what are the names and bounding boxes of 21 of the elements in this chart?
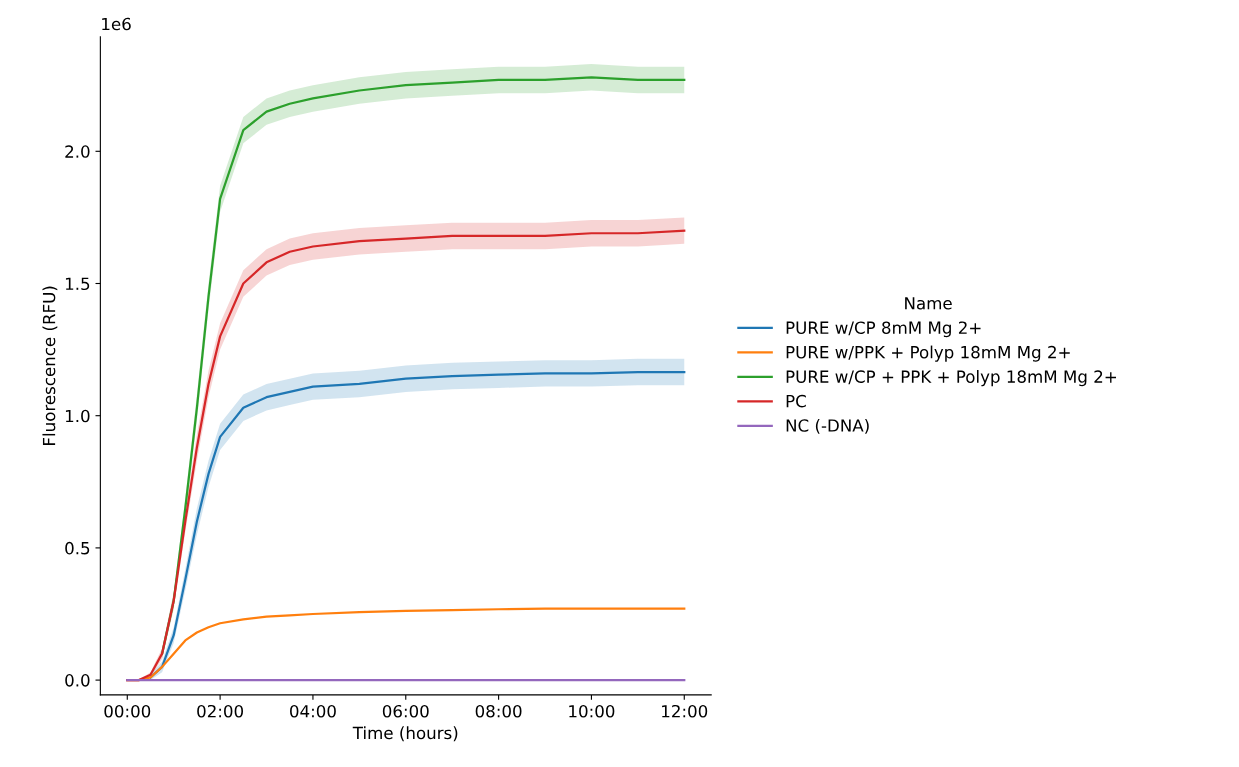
x-tick-label: 04:00 (290, 704, 336, 718)
text: 1e6 (102, 17, 131, 31)
legend-title: Name (905, 297, 952, 310)
x-axis-title: Time (hours) (352, 726, 458, 742)
legend-label: PURE w/CP + PPK + Polyp 18mM Mg 2+ (786, 370, 1117, 387)
y-tick-label: 0.0 (65, 674, 90, 687)
y-tick-label: 1.5 (65, 277, 90, 291)
x-tick-label: 00:00 (104, 704, 151, 718)
x-tick-label: 06:00 (382, 704, 429, 718)
x-tick-label: 02:00 (197, 704, 244, 718)
legend-label: NC (-DNA) (786, 418, 869, 434)
x-tick-label: 10:00 (569, 704, 615, 718)
y-axis-title: Fluorescence (RFU) (42, 286, 58, 445)
y-tick-label: 0.5 (65, 541, 90, 555)
y-tick-label: 2.0 (65, 145, 90, 158)
legend-label: PURE w/PPK + Polyp 18mM Mg 2+ (786, 345, 1070, 362)
x-tick-label: 08:00 (475, 704, 522, 718)
y-tick-label: 1.0 (65, 409, 90, 423)
legend-label: PURE w/CP 8mM Mg 2+ (786, 321, 981, 338)
x-tick-label: 12:00 (662, 704, 708, 718)
legend-label: PC (786, 394, 806, 408)
